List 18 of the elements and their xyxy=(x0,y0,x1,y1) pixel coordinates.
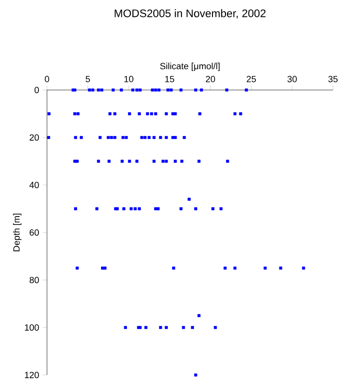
x-tick-label: 5 xyxy=(86,76,90,82)
y-tick-label: 80 xyxy=(30,276,39,284)
y-tick-label: 120 xyxy=(24,372,39,378)
x-tick-label: 10 xyxy=(124,76,134,82)
x-tick-label: 20 xyxy=(206,76,215,82)
y-tick-label: 0 xyxy=(34,86,39,94)
y-tick-label: 100 xyxy=(24,324,39,331)
x-axis-title: Silicate [μmol/l] xyxy=(160,62,220,72)
y-tick-label: 40 xyxy=(29,182,39,188)
y-tick-label: 60 xyxy=(30,229,39,236)
x-tick-label: 25 xyxy=(246,76,256,82)
x-tick-label: 0 xyxy=(44,76,50,82)
y-axis-title: Depth [m] xyxy=(12,214,22,252)
x-tick-label: 35 xyxy=(328,76,338,82)
x-tick-label: 30 xyxy=(287,76,297,82)
chart-title: MODS2005 in November, 2002 xyxy=(114,9,266,19)
x-tick-label: 15 xyxy=(165,76,174,82)
y-tick-label: 20 xyxy=(30,134,39,141)
